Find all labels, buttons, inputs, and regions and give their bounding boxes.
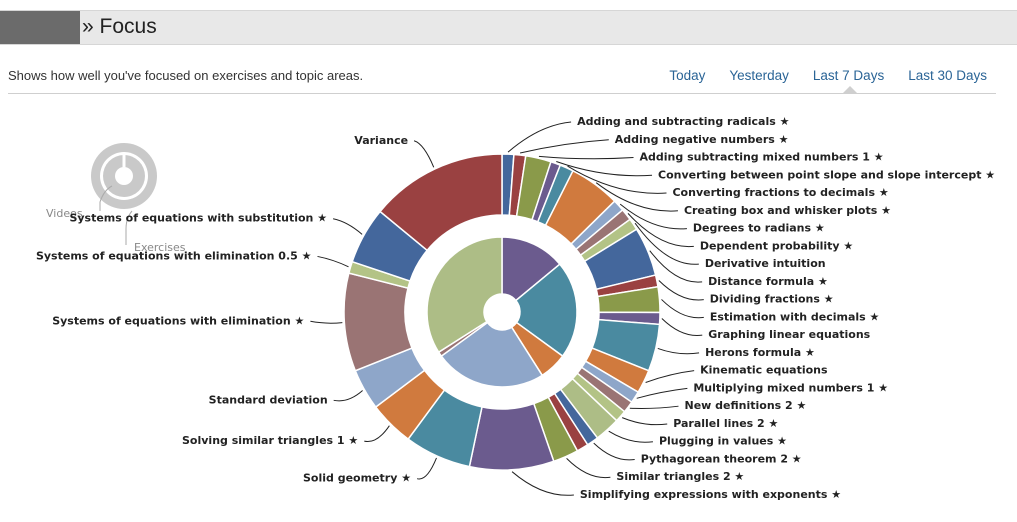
slice-label-7: Dependent probability ★ [700, 239, 854, 252]
leader-line-1 [519, 139, 609, 154]
header-divider [8, 93, 996, 94]
slice-label-17: Parallel lines 2 ★ [673, 417, 778, 430]
slice-label-1: Adding negative numbers ★ [615, 133, 789, 146]
leader-line-22 [511, 471, 574, 496]
slice-label-15: Multiplying mixed numbers 1 ★ [693, 381, 888, 394]
legend-exercises-label: Exercises [134, 241, 186, 254]
inner-slice-5[interactable] [426, 236, 503, 354]
leader-line-9 [649, 250, 703, 283]
slice-label-13: Herons formula ★ [705, 346, 815, 359]
outer-ring [343, 153, 661, 471]
slice-label-24: Solving similar triangles 1 ★ [182, 434, 358, 447]
leader-line-24 [364, 425, 390, 443]
leader-line-17 [622, 417, 668, 426]
legend-hole [115, 167, 133, 185]
tab-today[interactable]: Today [669, 68, 706, 83]
legend-videos-label: Videos [46, 207, 83, 220]
leader-line-12 [661, 318, 703, 337]
slice-label-9: Distance formula ★ [708, 275, 828, 288]
slice-label-21: Similar triangles 2 ★ [616, 470, 744, 483]
range-tabs: Today Yesterday Last 7 Days Last 30 Days [645, 68, 987, 83]
slice-label-8: Derivative intuition [705, 257, 826, 270]
slice-label-16: New definitions 2 ★ [685, 399, 807, 412]
slice-label-14: Kinematic equations [700, 364, 828, 377]
leader-line-26 [310, 320, 343, 324]
inner-slice-0[interactable] [501, 236, 561, 302]
page-subtitle: Shows how well you've focused on exercis… [8, 68, 364, 83]
legend-exercises-leader [125, 210, 133, 245]
leader-line-28 [332, 218, 363, 235]
header-tab-block [0, 11, 80, 44]
slice-label-5: Creating box and whisker plots ★ [684, 204, 891, 217]
tab-last-7-days[interactable]: Last 7 Days [812, 68, 885, 83]
slice-label-12: Graphing linear equations [708, 328, 870, 341]
leader-line-11 [661, 299, 704, 319]
header-bar: » Focus [0, 10, 1017, 45]
leader-line-21 [566, 458, 611, 479]
leader-line-13 [657, 347, 700, 355]
slice-label-3: Converting between point slope and slope… [658, 168, 995, 181]
leader-line-8 [634, 222, 699, 265]
leader-line-29 [413, 140, 435, 168]
leader-line-6 [619, 203, 687, 230]
ring-legend: Videos Exercises [46, 143, 186, 254]
slice-label-27: Systems of equations with elimination 0.… [36, 249, 312, 262]
page-title: » Focus [82, 15, 157, 38]
slice-label-6: Degrees to radians ★ [693, 222, 825, 235]
leader-line-10 [658, 280, 704, 301]
slice-label-23: Solid geometry ★ [303, 472, 411, 485]
leader-line-0 [507, 121, 572, 153]
leader-line-3 [556, 161, 653, 177]
leader-line-18 [608, 430, 654, 443]
slice-label-22: Simplifying expressions with exponents ★ [580, 488, 841, 501]
slice-label-11: Estimation with decimals ★ [710, 310, 880, 323]
leader-line-7 [627, 213, 694, 248]
slice-label-26: Systems of equations with elimination ★ [52, 314, 304, 327]
slice-label-18: Plugging in values ★ [659, 435, 787, 448]
slice-label-4: Converting fractions to decimals ★ [672, 186, 888, 199]
leader-line-14 [645, 370, 695, 383]
leader-line-27 [317, 255, 349, 268]
slice-label-25: Standard deviation [209, 393, 328, 406]
slice-label-19: Pythagorean theorem 2 ★ [641, 452, 802, 465]
slice-labels: Adding and subtracting radicals ★ Adding … [36, 115, 995, 501]
outer-slice-29[interactable] [379, 153, 503, 252]
tab-last-30-days[interactable]: Last 30 Days [908, 68, 987, 83]
slice-label-29: Variance [354, 134, 408, 147]
inner-ring [426, 236, 578, 388]
leader-line-2 [538, 155, 634, 160]
leader-line-25 [333, 390, 363, 402]
slice-label-10: Dividing fractions ★ [710, 293, 834, 306]
active-tab-pointer [842, 86, 858, 94]
slice-label-0: Adding and subtracting radicals ★ [577, 115, 790, 128]
slice-label-28: Systems of equations with substitution ★ [69, 212, 327, 225]
leader-line-19 [593, 442, 635, 461]
leader-line-15 [636, 387, 688, 399]
tab-yesterday[interactable]: Yesterday [729, 68, 789, 83]
leader-line-4 [567, 165, 667, 194]
slice-label-2: Adding subtracting mixed numbers 1 ★ [640, 151, 884, 164]
leader-line-23 [416, 457, 437, 480]
leader-line-16 [629, 405, 679, 409]
legend-videos-leader [99, 185, 113, 211]
leader-line-5 [595, 182, 678, 212]
